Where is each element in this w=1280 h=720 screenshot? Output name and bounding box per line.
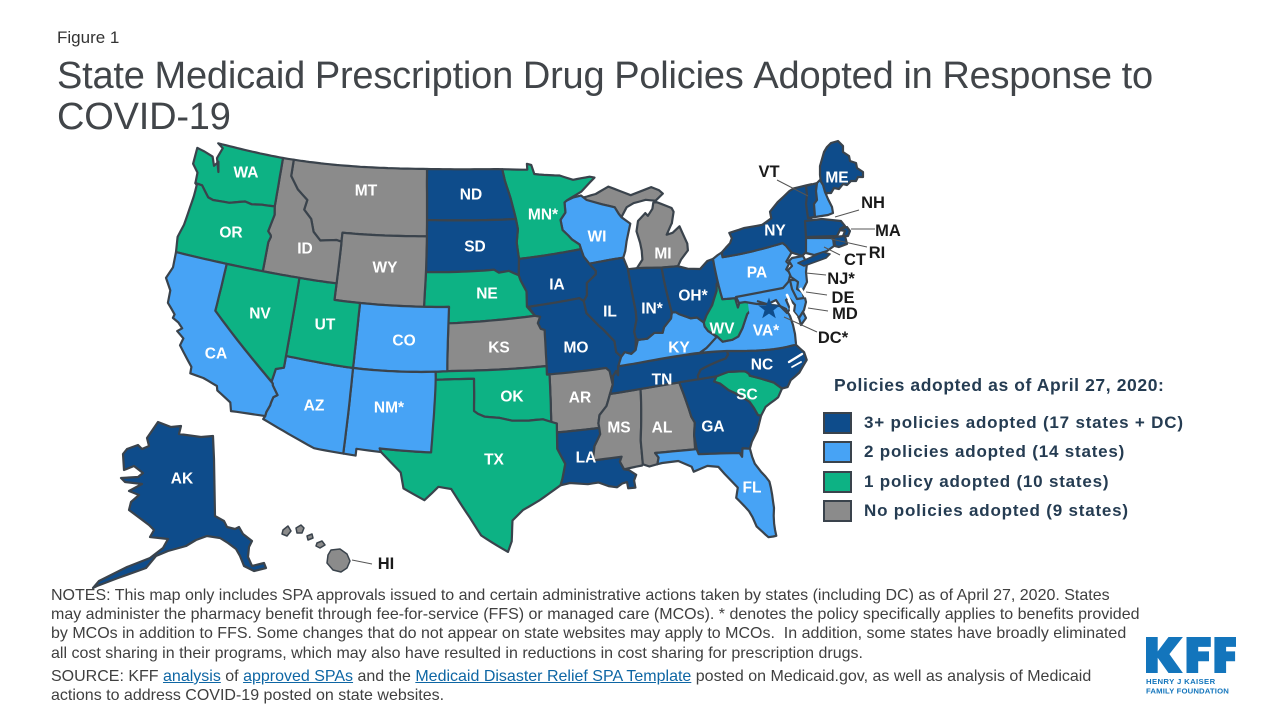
svg-text:FAMILY FOUNDATION: FAMILY FOUNDATION [1146,687,1229,696]
svg-text:VA*: VA* [753,323,780,340]
svg-text:CT: CT [844,251,866,269]
svg-text:HI: HI [378,555,395,573]
svg-text:PA: PA [747,265,767,282]
svg-text:ID: ID [297,241,313,258]
svg-text:TX: TX [484,452,504,469]
svg-text:SD: SD [464,239,486,256]
svg-text:AZ: AZ [304,398,325,415]
svg-text:OK: OK [500,389,524,406]
svg-text:IL: IL [603,304,617,321]
svg-text:MI: MI [654,246,671,263]
svg-text:GA: GA [701,419,724,436]
svg-text:IN*: IN* [641,301,664,318]
svg-text:KY: KY [668,340,690,357]
svg-text:ND: ND [460,187,482,204]
svg-text:KS: KS [488,340,510,357]
svg-text:OR: OR [219,225,242,242]
svg-text:AL: AL [652,420,673,437]
svg-text:FL: FL [743,480,762,497]
svg-text:OH*: OH* [678,288,708,305]
svg-text:MO: MO [564,340,589,357]
svg-text:LA: LA [576,450,597,467]
svg-text:MA: MA [875,222,901,240]
svg-text:CO: CO [392,333,415,350]
svg-text:VT: VT [758,163,779,181]
svg-text:MS: MS [607,420,630,437]
svg-text:NM*: NM* [374,400,405,417]
svg-text:ME: ME [825,170,848,187]
svg-text:NY: NY [764,223,786,240]
svg-text:NE: NE [476,286,498,303]
svg-text:WY: WY [373,260,399,277]
svg-text:AK: AK [171,471,194,488]
svg-text:TN: TN [652,372,673,389]
svg-text:CA: CA [205,346,227,363]
svg-text:WV: WV [710,321,736,338]
svg-text:RI: RI [869,244,886,262]
svg-text:WI: WI [588,229,607,246]
svg-text:SC: SC [736,387,758,404]
svg-text:NH: NH [861,194,885,212]
svg-text:AR: AR [569,390,591,407]
svg-text:MN*: MN* [528,207,559,224]
svg-text:NV: NV [249,306,271,323]
svg-text:HENRY J KAISER: HENRY J KAISER [1146,677,1216,686]
svg-text:DE: DE [832,289,855,307]
svg-text:UT: UT [315,317,336,334]
svg-text:WA: WA [234,165,259,182]
svg-text:NC: NC [751,357,773,374]
svg-text:DC*: DC* [818,329,849,347]
svg-text:IA: IA [549,277,565,294]
svg-text:MD: MD [832,305,858,323]
svg-text:NJ*: NJ* [827,270,855,288]
svg-text:MT: MT [355,183,378,200]
